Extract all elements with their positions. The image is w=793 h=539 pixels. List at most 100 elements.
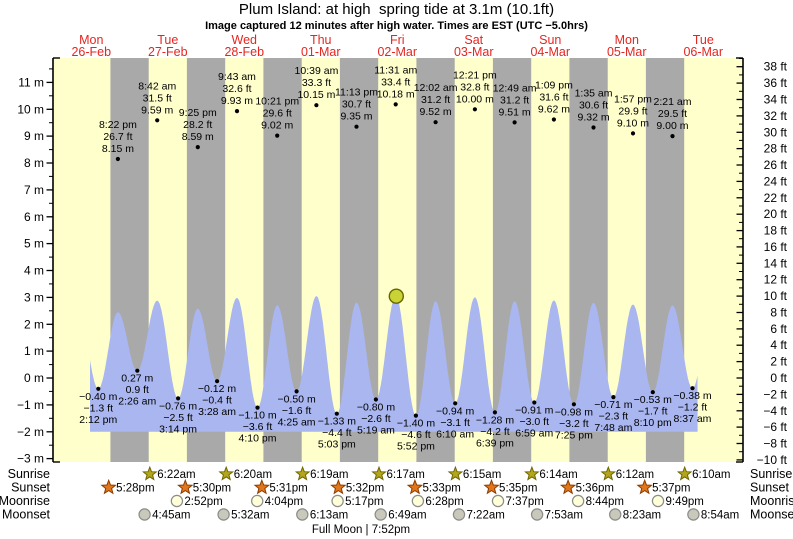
axis-label-ft: 14 ft bbox=[764, 256, 788, 270]
low-tide-point bbox=[453, 401, 458, 406]
sunset-time: 5:36pm bbox=[576, 483, 614, 495]
low-tide-meters: −0.94 m bbox=[436, 405, 474, 417]
axis-label-m: 9 m bbox=[24, 129, 44, 143]
low-tide-meters: −0.38 m bbox=[673, 390, 711, 402]
high-tide-point bbox=[472, 107, 477, 112]
high-tide-point bbox=[234, 109, 240, 114]
moonset-icon bbox=[296, 508, 309, 521]
low-tide-time: 2:26 am bbox=[118, 396, 156, 408]
moonset-time: 6:49am bbox=[388, 510, 426, 522]
sunset-time: 5:37pm bbox=[652, 483, 690, 495]
high-tide-point bbox=[354, 124, 359, 129]
low-tide-meters: −0.71 m bbox=[594, 399, 632, 411]
sunset-icon bbox=[406, 478, 424, 495]
axis-label-ft: 12 ft bbox=[764, 273, 788, 287]
axis-label-ft: −2 ft bbox=[763, 387, 787, 401]
sunset-icon bbox=[636, 478, 653, 495]
astro-row-label-left-sunrise: Sunrise bbox=[8, 467, 50, 481]
high-tide-feet: 31.2 ft bbox=[421, 94, 450, 106]
high-tide-time: 1:57 pm bbox=[614, 93, 652, 105]
low-tide-feet: −1.3 ft bbox=[84, 402, 114, 414]
high-tide-time: 8:42 am bbox=[138, 80, 176, 92]
moonrise-time: 8:44pm bbox=[586, 496, 624, 508]
moonset-icon bbox=[530, 508, 544, 521]
low-tide-time: 4:25 am bbox=[278, 416, 316, 428]
astro-row-label-right-sunset: Sunset bbox=[750, 481, 789, 495]
sunrise-icon bbox=[524, 465, 540, 481]
low-tide-point bbox=[294, 389, 299, 394]
low-tide-point bbox=[690, 386, 695, 391]
axis-label-m: 1 m bbox=[24, 344, 44, 358]
axis-label-ft: 20 ft bbox=[764, 207, 788, 221]
high-tide-time: 9:43 am bbox=[218, 71, 256, 83]
low-tide-point bbox=[96, 386, 101, 391]
astro-row-label-right-sunrise: Sunrise bbox=[750, 467, 792, 481]
low-tide-feet: −4.4 ft bbox=[322, 427, 352, 439]
high-tide-time: 10:39 am bbox=[295, 65, 339, 77]
high-tide-meters: 9.52 m bbox=[420, 106, 452, 118]
axis-label-m: 10 m bbox=[17, 102, 44, 116]
axis-label-ft: 24 ft bbox=[764, 174, 788, 188]
day-label-date: 03-Mar bbox=[454, 45, 494, 59]
astro-row-label-left-sunset: Sunset bbox=[11, 481, 50, 495]
low-tide-feet: −1.7 ft bbox=[638, 406, 668, 418]
axis-label-m: 11 m bbox=[18, 75, 44, 89]
high-tide-time: 12:49 am bbox=[493, 82, 537, 94]
low-tide-feet: −1.2 ft bbox=[678, 402, 708, 414]
low-tide-meters: −0.53 m bbox=[634, 394, 672, 406]
low-tide-meters: −1.33 m bbox=[318, 416, 356, 428]
high-tide-time: 12:02 am bbox=[414, 82, 458, 94]
astro-row-label-right-moonrise: Moonrise bbox=[750, 494, 793, 508]
axis-label-m: 8 m bbox=[24, 156, 44, 170]
high-tide-feet: 33.4 ft bbox=[381, 76, 410, 88]
chart-title: Plum Island: at high spring tide at 3.1m… bbox=[238, 1, 555, 18]
low-tide-time: 8:10 pm bbox=[634, 417, 672, 429]
axis-label-ft: 4 ft bbox=[770, 338, 787, 352]
high-tide-feet: 30.7 ft bbox=[342, 99, 371, 111]
moonrise-icon bbox=[571, 494, 585, 508]
moonset-time: 8:54am bbox=[701, 510, 739, 522]
low-tide-time: 6:10 am bbox=[436, 428, 474, 440]
axis-label-m: 3 m bbox=[24, 290, 44, 304]
high-tide-point bbox=[630, 131, 636, 136]
high-tide-point bbox=[115, 156, 120, 162]
axis-label-m: −1 m bbox=[17, 398, 44, 412]
sunset-icon bbox=[177, 478, 194, 495]
low-tide-feet: −3.0 ft bbox=[520, 416, 550, 428]
high-tide-point bbox=[314, 103, 319, 108]
sunrise-time: 6:19am bbox=[310, 469, 348, 481]
low-tide-meters: −0.91 m bbox=[515, 404, 553, 416]
moonset-icon bbox=[687, 508, 700, 521]
day-label-dow: Thu bbox=[310, 33, 332, 47]
axis-label-ft: 6 ft bbox=[770, 322, 787, 336]
day-label-dow: Mon bbox=[615, 33, 639, 47]
low-tide-point bbox=[135, 368, 140, 373]
moonset-time: 7:22am bbox=[466, 510, 504, 522]
low-tide-point bbox=[532, 400, 537, 405]
high-tide-feet: 32.8 ft bbox=[460, 81, 489, 93]
low-tide-point bbox=[373, 397, 378, 402]
moonrise-time: 6:28pm bbox=[425, 496, 463, 508]
astro-row-label-left-moonset: Moonset bbox=[2, 508, 50, 522]
axis-label-ft: 8 ft bbox=[770, 305, 787, 319]
moonset-time: 6:13am bbox=[310, 510, 348, 522]
sunset-time: 5:31pm bbox=[269, 483, 307, 495]
high-tide-meters: 9.35 m bbox=[340, 111, 372, 123]
day-label-dow: Wed bbox=[232, 33, 258, 47]
day-label-date: 27-Feb bbox=[148, 45, 188, 59]
moonrise-icon bbox=[251, 494, 264, 508]
axis-label-ft: −4 ft bbox=[763, 404, 787, 418]
axis-label-ft: −10 ft bbox=[757, 453, 788, 467]
high-tide-point bbox=[551, 117, 557, 122]
high-tide-feet: 28.2 ft bbox=[183, 119, 212, 131]
moonset-icon bbox=[609, 508, 622, 521]
axis-label-ft: 38 ft bbox=[764, 60, 788, 74]
moonset-icon bbox=[452, 508, 466, 521]
high-tide-point bbox=[670, 134, 675, 139]
low-tide-feet: −4.6 ft bbox=[401, 429, 431, 441]
moonrise-icon bbox=[170, 494, 184, 508]
high-tide-meters: 9.10 m bbox=[617, 117, 649, 129]
low-tide-meters: −0.76 m bbox=[159, 400, 197, 412]
high-tide-feet: 33.3 ft bbox=[302, 77, 331, 89]
high-tide-point bbox=[433, 120, 438, 125]
